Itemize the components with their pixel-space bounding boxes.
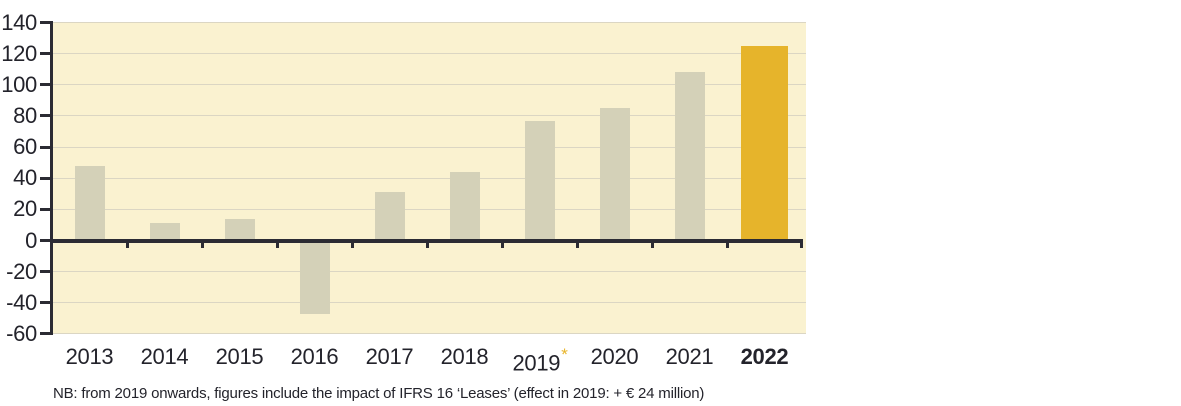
gridline bbox=[52, 115, 806, 117]
bar-2020 bbox=[599, 108, 630, 241]
x-axis-tick bbox=[350, 243, 354, 248]
year-label: 2018 bbox=[440, 344, 489, 369]
year-label: 2013 bbox=[65, 344, 114, 369]
x-axis-tick bbox=[275, 243, 279, 248]
y-axis-tick bbox=[40, 21, 52, 25]
y-axis-label: 100 bbox=[1, 71, 37, 97]
year-label: 2020 bbox=[590, 344, 639, 369]
x-axis-tick bbox=[650, 243, 654, 248]
y-axis-label: 20 bbox=[13, 196, 37, 222]
y-axis-label: -60 bbox=[6, 320, 37, 346]
bar-2016 bbox=[299, 240, 330, 314]
y-axis-tick bbox=[40, 207, 52, 211]
x-axis-tick bbox=[125, 243, 129, 248]
x-axis-end-tick bbox=[800, 239, 803, 248]
y-axis-tick bbox=[40, 114, 52, 118]
year-label: 2022 bbox=[740, 344, 789, 369]
y-axis-label: 60 bbox=[13, 134, 37, 160]
y-axis-label: 120 bbox=[1, 40, 37, 66]
bar-2022 bbox=[741, 45, 788, 241]
y-axis-label: 0 bbox=[25, 227, 37, 253]
x-axis-tick bbox=[575, 243, 579, 248]
x-axis-label-2020: 2020 bbox=[565, 344, 665, 370]
gridline bbox=[52, 22, 806, 24]
y-axis-label: -40 bbox=[6, 289, 37, 315]
bar-2014 bbox=[149, 223, 180, 241]
y-axis-label: 140 bbox=[1, 9, 37, 35]
x-axis-label-2013: 2013 bbox=[40, 344, 140, 370]
x-axis-tick bbox=[425, 243, 429, 248]
x-axis-label-2021: 2021 bbox=[640, 344, 740, 370]
gridline bbox=[52, 146, 806, 148]
y-axis-tick bbox=[40, 176, 52, 180]
bar-2021 bbox=[674, 72, 705, 241]
year-label: 2019 bbox=[512, 350, 561, 376]
gridline bbox=[52, 53, 806, 55]
bar-2019 bbox=[524, 120, 555, 241]
x-axis-label-2022: 2022 bbox=[715, 344, 815, 370]
x-axis-label-2015: 2015 bbox=[190, 344, 290, 370]
y-axis-tick bbox=[40, 301, 52, 305]
y-axis-tick bbox=[40, 270, 52, 274]
bar-2015 bbox=[224, 218, 255, 241]
x-axis-tick bbox=[200, 243, 204, 248]
year-label: 2015 bbox=[215, 344, 264, 369]
gridline bbox=[52, 177, 806, 179]
x-axis-tick bbox=[725, 243, 729, 248]
bar-2017 bbox=[374, 192, 405, 241]
x-axis-label-2016: 2016 bbox=[265, 344, 365, 370]
x-axis-tick bbox=[500, 243, 504, 248]
y-axis-tick bbox=[40, 145, 52, 149]
year-label: 2014 bbox=[140, 344, 189, 369]
x-axis-label-2019: 2019* bbox=[490, 344, 590, 375]
y-axis-label: 40 bbox=[13, 165, 37, 191]
y-axis-tick bbox=[40, 83, 52, 87]
y-axis-tick bbox=[40, 332, 52, 336]
year-label: 2017 bbox=[365, 344, 414, 369]
x-axis-zero-line bbox=[50, 239, 803, 243]
x-axis-label-2017: 2017 bbox=[340, 344, 440, 370]
gridline bbox=[52, 271, 806, 273]
bar-2018 bbox=[449, 171, 480, 241]
year-label: 2021 bbox=[665, 344, 714, 369]
footnote: NB: from 2019 onwards, figures include t… bbox=[53, 385, 705, 402]
y-axis-tick bbox=[40, 239, 52, 242]
gridline bbox=[52, 333, 806, 335]
gridline bbox=[52, 302, 806, 304]
y-axis-label: 80 bbox=[13, 102, 37, 128]
footnote-asterisk-marker: * bbox=[561, 345, 568, 364]
y-axis-tick bbox=[40, 52, 52, 56]
year-label: 2016 bbox=[290, 344, 339, 369]
gridline bbox=[52, 84, 806, 86]
y-axis-label: -20 bbox=[6, 258, 37, 284]
bar-2013 bbox=[74, 165, 105, 241]
x-axis-label-2018: 2018 bbox=[415, 344, 515, 370]
gridline bbox=[52, 208, 806, 210]
y-axis-line bbox=[50, 21, 53, 335]
x-axis-label-2014: 2014 bbox=[115, 344, 215, 370]
